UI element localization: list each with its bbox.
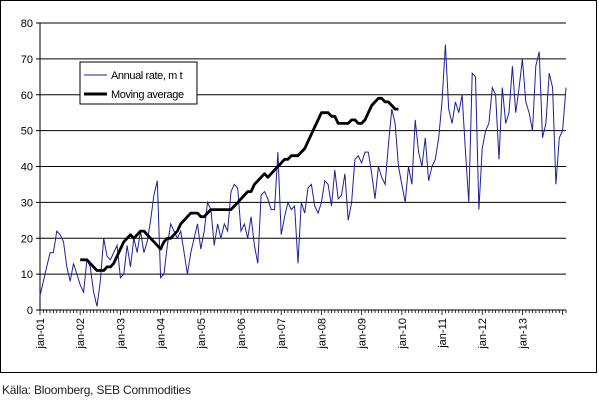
y-tick-label: 80 (21, 18, 33, 30)
x-tick-label: jan-05 (196, 318, 208, 350)
y-tick-label: 20 (21, 233, 33, 245)
y-tick-label: 40 (21, 162, 33, 174)
series-annual-rate-line (39, 44, 567, 307)
axis-layer: 0 10 20 30 40 50 60 70 80 jan-01 jan-02 jan-03 jan-0… (21, 18, 567, 350)
chart-svg: 0 10 20 30 40 50 60 70 80 jan-01 jan-02 jan-03 jan-0… (21, 18, 567, 350)
x-tick-label: jan-04 (156, 318, 168, 350)
legend-label-moving: Moving average (111, 89, 184, 101)
x-tick-label: jan-08 (316, 318, 328, 350)
legend-box (79, 61, 198, 105)
series-layer (39, 44, 567, 307)
x-tick-label: jan-09 (357, 318, 369, 350)
x-tick-label: jan-01 (35, 318, 47, 350)
y-tick-label: 30 (21, 197, 33, 209)
legend-label-annual: Annual rate, m t (111, 70, 183, 82)
x-tick-label: jan-13 (517, 318, 529, 350)
x-tick-label: jan-07 (276, 318, 288, 350)
legend: Annual rate, m t Moving average (79, 61, 198, 105)
x-tick-label: jan-10 (397, 318, 409, 350)
x-tick-label: jan-06 (236, 318, 248, 350)
series-moving-average-line (80, 96, 399, 272)
y-tick-label: 50 (21, 126, 33, 138)
y-tick-label: 10 (21, 269, 33, 281)
y-tick-label: 70 (21, 54, 33, 66)
y-tick-label: 0 (27, 305, 33, 317)
x-tick-label: jan-03 (115, 318, 127, 350)
x-tick-label: jan-11 (437, 318, 449, 349)
x-tick-label: jan-02 (75, 318, 87, 350)
x-tick-label: jan-12 (477, 318, 489, 350)
source-note: Källa: Bloomberg, SEB Commodities (2, 383, 191, 397)
y-tick-label: 60 (21, 90, 33, 102)
